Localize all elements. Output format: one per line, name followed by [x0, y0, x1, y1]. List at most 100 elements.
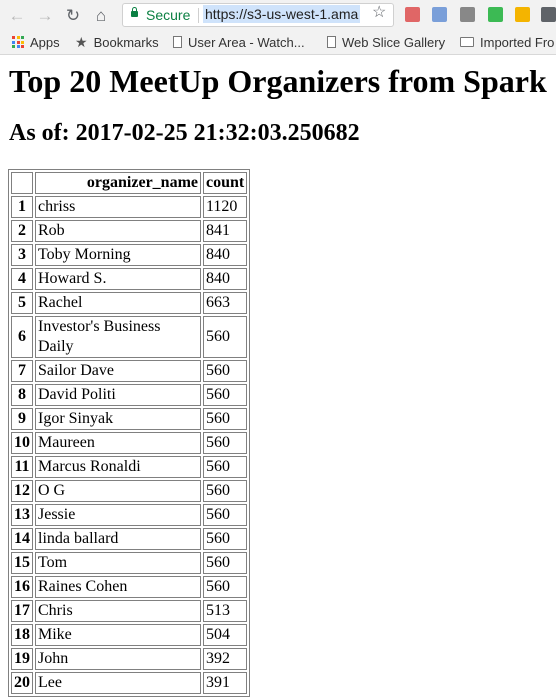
back-arrow-icon: ← — [8, 5, 26, 25]
bookmark-bookmarks[interactable]: ★ Bookmarks — [75, 34, 159, 50]
table-row: 2 Rob 841 — [11, 220, 248, 242]
bookmark-apps[interactable]: Apps — [12, 34, 60, 50]
count-cell: 560 — [203, 480, 248, 502]
folder-icon — [460, 37, 474, 47]
count-cell: 513 — [203, 600, 248, 622]
table-row: 18 Mike 504 — [11, 624, 248, 646]
table-row: 4 Howard S. 840 — [11, 268, 248, 290]
column-header-organizer-name: organizer_name — [35, 172, 201, 194]
home-button[interactable]: ⌂ — [91, 5, 111, 25]
organizer-name-cell: Mike — [35, 624, 201, 646]
count-cell: 560 — [203, 552, 248, 574]
count-cell: 560 — [203, 432, 248, 454]
organizer-name-cell: Chris — [35, 600, 201, 622]
forward-button[interactable]: → — [35, 5, 55, 25]
table-row: 3 Toby Morning 840 — [11, 244, 248, 266]
page-title: Top 20 MeetUp Organizers from Spark — [9, 63, 547, 99]
apps-dot — [21, 36, 24, 39]
row-index: 7 — [11, 360, 33, 382]
address-bar[interactable]: Secure https://s3-us-west-1.ama — [122, 3, 394, 27]
forward-arrow-icon: → — [36, 5, 54, 25]
count-cell: 560 — [203, 384, 248, 406]
organizer-name-cell: Howard S. — [35, 268, 201, 290]
bookmark-label: Bookmarks — [93, 34, 159, 50]
organizer-name-cell: chriss — [35, 196, 201, 218]
lock-icon — [131, 7, 138, 17]
bookmark-label: Apps — [30, 34, 60, 50]
row-index: 14 — [11, 528, 33, 550]
count-cell: 560 — [203, 528, 248, 550]
extension-book-icon[interactable] — [405, 7, 420, 22]
table-row: 20 Lee 391 — [11, 672, 248, 694]
table-row: 10 Maureen 560 — [11, 432, 248, 454]
row-index: 18 — [11, 624, 33, 646]
secure-label: Secure — [146, 7, 191, 23]
apps-dot — [21, 40, 24, 44]
url-text[interactable]: https://s3-us-west-1.ama — [203, 5, 361, 23]
extension-check-icon[interactable] — [488, 7, 503, 22]
extension-menu-icon[interactable] — [541, 7, 556, 22]
apps-dot — [21, 45, 24, 48]
table-row: 14 linda ballard 560 — [11, 528, 248, 550]
table-row: 19 John 392 — [11, 648, 248, 670]
organizer-name-cell: Rachel — [35, 292, 201, 314]
bookmark-user-area[interactable]: User Area - Watch... — [173, 34, 305, 50]
apps-dot — [16, 36, 20, 39]
organizers-table: organizer_name count 1 chriss 1120 2 Rob 841 3… — [8, 169, 251, 697]
organizer-name-cell: John — [35, 648, 201, 670]
bookmark-label: Web Slice Gallery — [342, 34, 446, 50]
apps-dot — [16, 45, 20, 48]
row-index: 6 — [11, 316, 33, 358]
star-outline-icon: ☆ — [372, 4, 387, 21]
bookmarks-bar: Apps ★ Bookmarks User Area - Watch... We… — [0, 30, 556, 55]
table-row: 13 Jessie 560 — [11, 504, 248, 526]
bookmark-web-slice-gallery[interactable]: Web Slice Gallery — [327, 34, 445, 50]
apps-dot — [12, 36, 15, 39]
page-icon — [327, 36, 336, 48]
count-cell: 560 — [203, 316, 248, 358]
table-row: 9 Igor Sinyak 560 — [11, 408, 248, 430]
home-icon: ⌂ — [95, 5, 107, 25]
row-index: 20 — [11, 672, 33, 694]
organizer-name-cell: Jessie — [35, 504, 201, 526]
apps-dot — [12, 45, 15, 48]
page-icon — [173, 36, 182, 48]
organizer-name-cell: linda ballard — [35, 528, 201, 550]
back-button[interactable]: ← — [7, 5, 27, 25]
table-header-row: organizer_name count — [11, 172, 248, 194]
row-index: 13 — [11, 504, 33, 526]
count-cell: 504 — [203, 624, 248, 646]
organizer-name-cell: Igor Sinyak — [35, 408, 201, 430]
row-index: 12 — [11, 480, 33, 502]
row-index: 11 — [11, 456, 33, 478]
extension-bug-icon[interactable] — [460, 7, 475, 22]
table-row: 1 chriss 1120 — [11, 196, 248, 218]
row-index: 17 — [11, 600, 33, 622]
extension-translate-icon[interactable] — [432, 7, 447, 22]
row-index: 4 — [11, 268, 33, 290]
row-index: 8 — [11, 384, 33, 406]
reload-icon: ↻ — [65, 5, 81, 25]
count-cell: 841 — [203, 220, 248, 242]
table-row: 8 David Politi 560 — [11, 384, 248, 406]
table-row: 7 Sailor Dave 560 — [11, 360, 248, 382]
count-cell: 663 — [203, 292, 248, 314]
row-index: 15 — [11, 552, 33, 574]
row-index: 2 — [11, 220, 33, 242]
count-cell: 560 — [203, 576, 248, 598]
count-cell: 840 — [203, 268, 248, 290]
column-header-count: count — [203, 172, 248, 194]
organizer-name-cell: Raines Cohen — [35, 576, 201, 598]
extension-drive-icon[interactable] — [515, 7, 530, 22]
bookmark-imported[interactable]: Imported Fro — [460, 34, 554, 50]
organizer-name-cell: Lee — [35, 672, 201, 694]
apps-dot — [12, 40, 15, 44]
page-subtitle: As of: 2017-02-25 21:32:03.250682 — [9, 120, 360, 146]
page-content: Top 20 MeetUp Organizers from Spark As o… — [0, 55, 556, 697]
reload-button[interactable]: ↻ — [63, 5, 83, 25]
count-cell: 560 — [203, 504, 248, 526]
organizer-name-cell: O G — [35, 480, 201, 502]
organizer-name-cell: Sailor Dave — [35, 360, 201, 382]
organizer-name-cell: Maureen — [35, 432, 201, 454]
bookmark-star-button[interactable]: ☆ — [372, 5, 386, 21]
